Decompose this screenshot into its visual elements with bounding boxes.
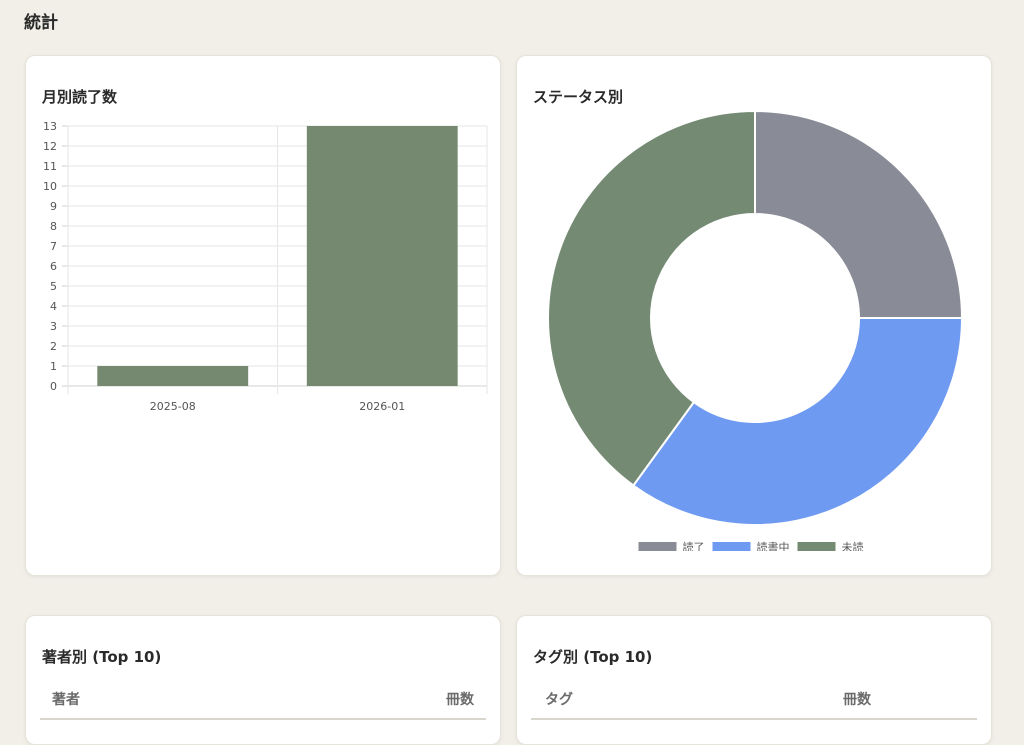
y-tick-label: 9 <box>50 200 57 213</box>
y-tick-label: 4 <box>50 300 57 313</box>
y-tick-label: 10 <box>43 180 57 193</box>
monthly-chart-title: 月別読了数 <box>42 88 118 106</box>
author-column-header[interactable]: 著者 <box>52 692 80 708</box>
y-tick-label: 11 <box>43 160 57 173</box>
tag-column-header[interactable]: タグ <box>545 692 573 708</box>
status-chart-title: ステータス別 <box>533 88 624 106</box>
legend-label: 読書中 <box>757 540 790 551</box>
slice-読書中 <box>631 317 964 526</box>
legend-label: 未読 <box>842 540 864 551</box>
author-table-title: 著者別 (Top 10) <box>42 648 162 666</box>
y-tick-label: 12 <box>43 140 57 153</box>
status-card: ステータス別 読了 読書中 未読 <box>516 55 992 576</box>
y-tick-label: 1 <box>50 360 57 373</box>
x-tick-label: 2025-08 <box>150 400 196 413</box>
legend-swatch <box>638 542 677 551</box>
tag-table-title: タグ別 (Top 10) <box>533 648 653 666</box>
y-tick-label: 0 <box>50 380 57 393</box>
legend-swatch <box>797 542 836 551</box>
y-tick-label: 3 <box>50 320 57 333</box>
legend: 読了 読書中 未読 <box>638 540 864 551</box>
y-tick-label: 7 <box>50 240 57 253</box>
tag-card: タグ別 (Top 10) タグ 冊数 <box>516 615 992 745</box>
slice-未読 <box>547 111 756 487</box>
count-column-header[interactable]: 冊数 <box>446 692 474 708</box>
page-title: 統計 <box>24 13 58 33</box>
slice-読了 <box>754 111 964 319</box>
author-table-header: 著者 冊数 <box>40 686 486 720</box>
bar-2026-01 <box>306 126 458 386</box>
y-tick-label: 8 <box>50 220 57 233</box>
author-card: 著者別 (Top 10) 著者 冊数 <box>25 615 501 745</box>
y-tick-label: 5 <box>50 280 57 293</box>
status-doughnut-chart: 読了 読書中 未読 <box>547 111 964 551</box>
y-tick-label: 6 <box>50 260 57 273</box>
tag-table-header: タグ 冊数 <box>531 686 977 720</box>
monthly-reading-card: 月別読了数 0 1 2 3 4 5 6 7 8 9 10 11 12 13 2025-08 2026-01 <box>25 55 501 576</box>
legend-swatch <box>712 542 751 551</box>
x-tick-label: 2026-01 <box>359 400 405 413</box>
bar-2025-08 <box>97 366 249 386</box>
y-tick-label: 13 <box>43 120 57 133</box>
y-tick-label: 2 <box>50 340 57 353</box>
legend-label: 読了 <box>683 540 705 551</box>
count-column-header[interactable]: 冊数 <box>843 692 871 708</box>
